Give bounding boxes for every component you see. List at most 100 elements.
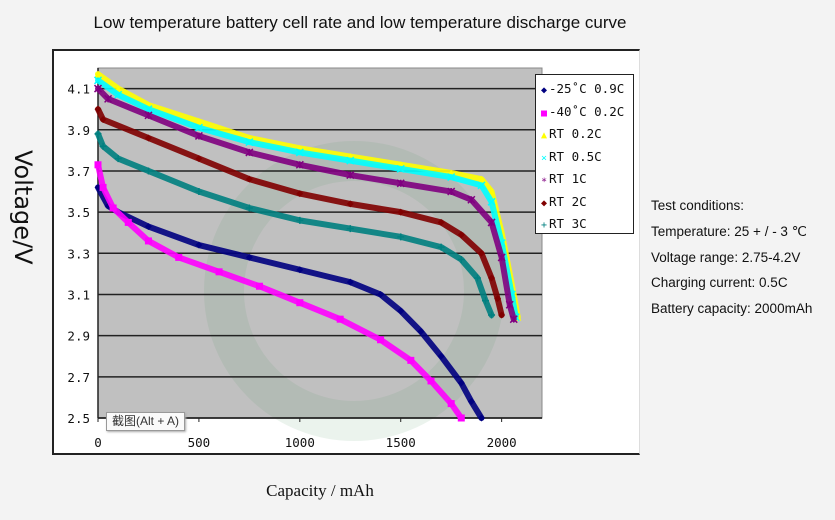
x-tick-label: 1500 <box>386 435 416 450</box>
legend-marker-icon: × <box>540 152 548 164</box>
data-point <box>195 155 203 163</box>
data-point <box>195 188 203 196</box>
data-point <box>346 156 355 165</box>
data-point <box>437 243 445 251</box>
data-point <box>447 400 455 408</box>
data-point <box>194 123 203 132</box>
data-point <box>447 187 456 196</box>
data-point <box>255 282 263 290</box>
legend-item: ■ -40˚C 0.2C <box>539 101 633 124</box>
data-point <box>497 253 506 262</box>
conditions-heading: Test conditions: <box>651 198 745 213</box>
legend-label: -25˚C 0.9C <box>549 81 625 96</box>
data-point <box>144 167 152 175</box>
data-point <box>93 84 103 93</box>
data-point <box>477 249 485 257</box>
x-tick-label: 1000 <box>285 435 315 450</box>
data-point <box>447 173 456 182</box>
screenshot-tooltip: 截图(Alt + A) <box>106 412 186 431</box>
data-point <box>94 70 102 78</box>
y-tick-label: 2.9 <box>67 329 90 344</box>
condition-battery-capacity: Battery capacity: 2000mAh <box>651 301 813 317</box>
data-point <box>417 328 425 336</box>
x-tick-label: 500 <box>188 435 211 450</box>
legend-marker-icon: ◆ <box>540 85 548 96</box>
data-point <box>467 398 475 406</box>
data-point <box>498 311 506 319</box>
legend-item: ◆ -25˚C 0.9C <box>539 78 633 101</box>
data-point <box>109 204 117 212</box>
y-tick-label: 3.1 <box>67 287 90 302</box>
condition-voltage-range: Voltage range: 2.75-4.2V <box>651 249 801 265</box>
data-point <box>114 90 123 99</box>
data-point <box>477 414 485 422</box>
data-point <box>457 414 465 422</box>
legend-marker-icon: ∗ <box>540 175 548 186</box>
data-point <box>99 115 107 123</box>
x-tick-label: 0 <box>94 435 102 450</box>
legend-marker-icon: + <box>540 220 548 231</box>
legend-item: ◆ RT 2C <box>539 191 633 214</box>
y-tick-label: 2.7 <box>67 370 90 385</box>
data-point <box>467 195 476 204</box>
data-point <box>346 225 354 233</box>
data-point <box>377 290 385 298</box>
data-point <box>481 297 489 305</box>
data-point <box>477 175 485 183</box>
data-point <box>437 218 445 226</box>
series-line-5 <box>95 106 505 319</box>
data-point <box>457 255 465 263</box>
legend-label: RT 3C <box>549 216 587 231</box>
data-point <box>427 377 435 385</box>
data-point <box>144 111 153 120</box>
legend-label: RT 0.5C <box>549 148 602 164</box>
data-point <box>457 231 465 239</box>
data-point <box>487 197 496 206</box>
condition-temperature: Temperature: 25 + / - 3 ℃ <box>651 223 807 239</box>
y-tick-label: 3.9 <box>67 123 90 138</box>
data-point <box>396 164 405 173</box>
legend: ◆ -25˚C 0.9C ■ -40˚C 0.2C ▲ RT 0.2C × RT 0.5C ∗ R… <box>535 74 634 234</box>
data-point <box>397 307 405 315</box>
data-point <box>175 253 183 261</box>
legend-marker-icon: ■ <box>540 107 548 119</box>
legend-label: RT 1C <box>549 171 587 186</box>
data-point <box>144 223 152 231</box>
data-point <box>245 253 253 261</box>
data-point <box>144 237 152 245</box>
y-tick-label: 3.7 <box>67 164 90 179</box>
data-point <box>407 356 415 364</box>
y-tick-label: 2.5 <box>67 411 90 426</box>
data-point <box>144 134 152 142</box>
data-point <box>94 161 102 169</box>
data-point <box>296 266 304 274</box>
series-line-6 <box>95 130 495 319</box>
data-point <box>94 105 102 113</box>
data-point <box>346 278 354 286</box>
data-point <box>195 118 203 126</box>
data-point <box>488 274 496 282</box>
data-point <box>295 160 304 169</box>
y-axis-label: Voltage/V <box>9 150 37 265</box>
series-line-4 <box>95 85 517 323</box>
series-line-3 <box>95 77 519 321</box>
data-point <box>397 208 405 216</box>
chart-svg: 2.5 2.7 2.9 3.1 3.3 3.5 3.7 3.9 4.1 0 500 1000 1500 2… <box>67 67 543 450</box>
x-tick-label: 2000 <box>487 435 517 450</box>
data-point <box>377 336 385 344</box>
data-point <box>94 130 102 138</box>
x-axis-label: Capacity / mAh <box>266 481 374 500</box>
data-point <box>104 94 113 103</box>
data-point <box>245 148 254 157</box>
data-point <box>104 202 112 210</box>
data-point <box>296 190 304 198</box>
data-point <box>457 379 465 387</box>
data-point <box>194 131 203 140</box>
data-point <box>494 295 502 303</box>
data-point <box>245 175 253 183</box>
data-point <box>505 300 514 309</box>
data-point <box>245 138 254 147</box>
data-point <box>397 233 405 241</box>
data-point <box>114 155 122 163</box>
data-point <box>473 274 481 282</box>
